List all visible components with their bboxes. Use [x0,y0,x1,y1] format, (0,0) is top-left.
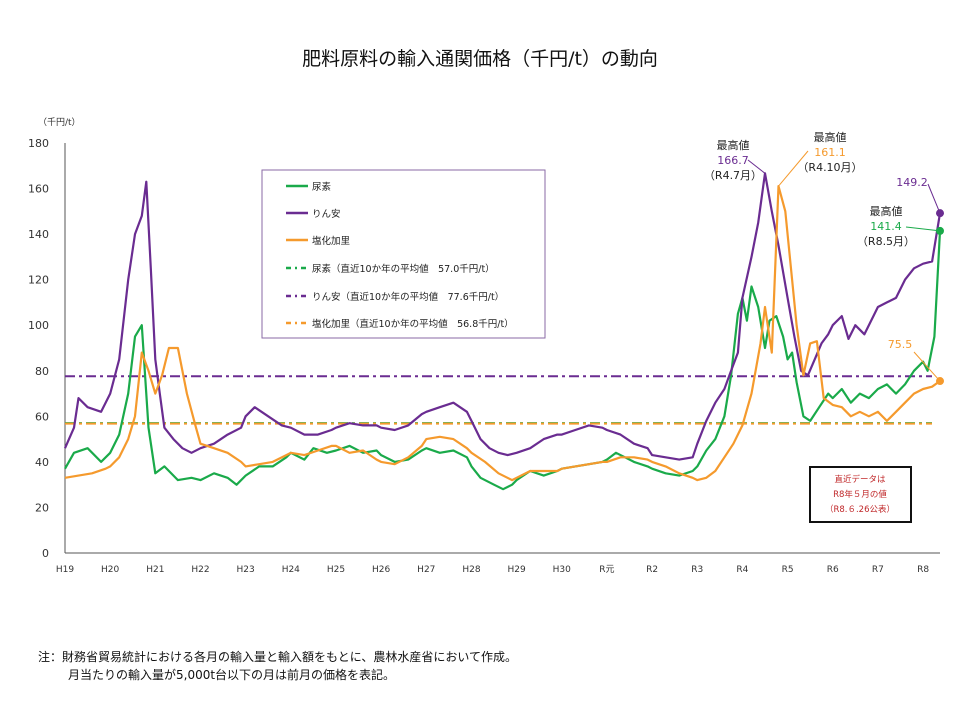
x-tick-label: R7 [872,565,884,575]
y-tick-label: 0 [42,547,49,560]
annotation-dap-max-value: 166.7 [717,154,749,167]
y-tick-label: 140 [28,228,49,241]
annotation-urea-last-label: 最高値 [870,204,903,218]
x-tick-label: H27 [417,565,435,575]
legend-label-dap_avg: りん安（直近10か年の平均値 77.6千円/t） [312,291,504,303]
annotation-kcl-last-leader [913,351,941,382]
x-tick-label: R3 [691,565,703,575]
x-tick-label: H25 [327,565,345,575]
y-tick-label: 180 [28,137,49,150]
footnote-line-2: 月当たりの輸入量が5,000t台以下の月は前月の価格を表記。 [68,668,396,682]
annotation-dap-max-label: 最高値 [717,138,750,152]
legend-label-urea_avg: 尿素（直近10か年の平均値 57.0千円/t） [312,263,495,275]
x-tick-label: H28 [462,565,480,575]
x-tick-label: H26 [372,565,390,575]
y-tick-label: 120 [28,274,49,287]
x-tick-label: H20 [101,565,119,575]
footnote-line-1: 注：財務省貿易統計における各月の輸入量と輸入額をもとに、農林水産省において作成。 [38,650,518,664]
annotation-kcl-last-value: 75.5 [888,338,913,351]
page-title: 肥料原料の輸入通関価格（千円/t）の動向 [302,48,658,70]
annotation-kcl-max-label: 最高値 [814,130,847,144]
info-box-line: 直近データは [834,474,886,485]
annotation-urea-last-value: 141.4 [870,220,902,233]
y-tick-label: 160 [28,183,49,196]
x-tick-label: H19 [56,565,74,575]
legend-box [261,169,546,339]
x-tick-label: H24 [282,565,300,575]
annotation-urea-last-leader [905,226,941,232]
y-tick-label: 20 [35,501,49,514]
legend-label-kcl_avg: 塩化加里（直近10か年の平均値 56.8千円/t） [312,318,514,330]
x-tick-label: R2 [646,565,658,575]
x-tick-label: H30 [553,565,571,575]
annotation-kcl-max-value: 161.1 [814,146,846,159]
legend-label-urea: 尿素 [312,181,332,193]
x-tick-label: R8 [917,565,929,575]
annotation-dap-last-value: 149.2 [896,176,928,189]
x-tick-label: H21 [146,565,164,575]
info-box [809,466,912,523]
x-tick-label: R4 [736,565,748,575]
x-tick-label: H23 [237,565,255,575]
annotation-dap-max-leader [747,159,766,174]
y-axis-unit-label: （千円/t） [38,117,81,128]
x-tick-label: R元 [599,565,614,575]
annotation-dap-max-date: （R4.7月） [704,169,762,182]
annotation-kcl-max-date: （R4.10月） [797,161,862,174]
info-box-line: （R8.６.26公表） [825,504,895,515]
x-tick-label: H22 [191,565,209,575]
x-tick-label: R6 [827,565,839,575]
y-tick-label: 60 [35,410,49,423]
series-line-dap [63,172,942,461]
x-tick-label: R5 [782,565,794,575]
series-line-kcl [64,185,941,482]
info-box-line: R8年５月の値 [833,489,887,500]
y-tick-label: 80 [35,365,49,378]
legend-label-kcl: 塩化加里 [312,235,350,247]
annotation-urea-last-date: （R8.5月） [857,235,915,248]
legend-label-dap: りん安 [312,208,341,220]
x-tick-label: H29 [507,565,525,575]
y-tick-label: 40 [35,456,49,469]
y-tick-label: 100 [28,319,49,332]
footnote: 注：財務省貿易統計における各月の輸入量と輸入額をもとに、農林水産省において作成。… [38,648,517,684]
annotation-kcl-max-leader [778,150,809,187]
annotation-dap-last-leader [927,183,941,214]
